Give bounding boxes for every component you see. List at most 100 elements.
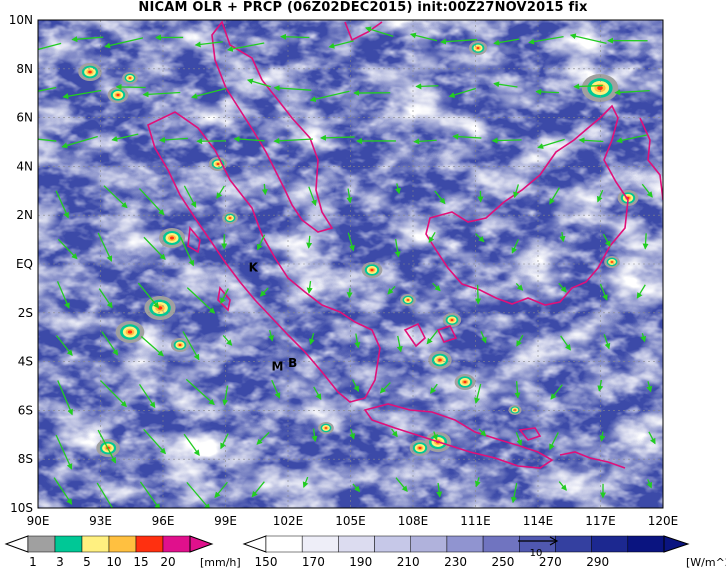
olr-colorbar: 150 170 190 210 230 250 270 290 [W/m^2] 10 bbox=[242, 535, 726, 569]
olr-colorbar-right-arrow bbox=[663, 535, 690, 553]
wind-vector bbox=[452, 133, 482, 140]
wind-vector bbox=[448, 87, 477, 98]
wind-vector bbox=[62, 89, 102, 100]
lat-label: 8N bbox=[16, 62, 33, 76]
wind-vector bbox=[194, 41, 223, 48]
wind-vector bbox=[214, 481, 228, 499]
olr-tick-label: 190 bbox=[349, 555, 372, 569]
wind-vector bbox=[302, 476, 309, 488]
wind-vector bbox=[549, 432, 559, 451]
wind-vector bbox=[183, 433, 200, 456]
wind-vector bbox=[98, 288, 113, 309]
lon-label: 99E bbox=[214, 514, 237, 528]
wind-vector bbox=[38, 138, 57, 142]
precip-tick-label: 1 bbox=[29, 555, 37, 569]
wind-vector bbox=[186, 287, 216, 314]
wind-vector bbox=[55, 335, 73, 357]
wind-vector bbox=[111, 133, 139, 142]
lat-label: 6S bbox=[18, 403, 33, 417]
precip-cell-core bbox=[324, 427, 328, 429]
wind-vector bbox=[614, 89, 650, 96]
wind-vector bbox=[57, 238, 78, 260]
wind-vector bbox=[395, 183, 401, 195]
precip-cell-core bbox=[463, 380, 467, 384]
wind-vector bbox=[511, 239, 519, 254]
lon-label: 102E bbox=[273, 514, 304, 528]
wind-vector bbox=[38, 86, 57, 92]
coastline-borneo bbox=[425, 104, 629, 306]
wind-vector bbox=[103, 185, 128, 209]
wind-vector bbox=[273, 85, 312, 92]
wind-vector bbox=[271, 379, 281, 399]
precip-cell-core bbox=[450, 318, 454, 322]
precip-tick-label: 3 bbox=[56, 555, 64, 569]
precip-cell-core bbox=[418, 446, 422, 450]
wind-vector bbox=[569, 33, 607, 44]
lat-label: 2S bbox=[18, 306, 33, 320]
wind-vector bbox=[516, 334, 524, 347]
precip-swatch bbox=[54, 535, 83, 553]
station-label: B bbox=[288, 356, 297, 370]
olr-tick-label: 170 bbox=[302, 555, 325, 569]
wind-vector bbox=[413, 138, 437, 145]
wind-vector bbox=[354, 333, 361, 349]
wind-vector bbox=[280, 33, 310, 40]
wind-vector bbox=[251, 481, 265, 498]
wind-vector bbox=[56, 281, 70, 309]
wind-vector bbox=[71, 36, 104, 43]
precip-cell-core bbox=[597, 85, 603, 91]
wind-vector bbox=[474, 383, 482, 404]
olr-tick-label: 210 bbox=[397, 555, 420, 569]
wind-vector bbox=[493, 38, 520, 46]
wind-vector bbox=[140, 336, 164, 357]
precip-cell-core bbox=[476, 46, 480, 50]
wind-vector bbox=[559, 231, 566, 243]
olr-unit: [W/m^2] bbox=[686, 556, 726, 569]
precip-swatch bbox=[81, 535, 110, 553]
wind-vector bbox=[599, 283, 608, 301]
wind-vector bbox=[474, 477, 481, 488]
wind-vector bbox=[180, 237, 195, 267]
wind-vector bbox=[159, 136, 188, 143]
wind-vector bbox=[493, 81, 518, 88]
wind-vector bbox=[409, 32, 438, 42]
wind-vector bbox=[616, 134, 648, 144]
wind-vector bbox=[387, 285, 396, 295]
station-label: M bbox=[272, 359, 284, 373]
precip-cell-core bbox=[370, 268, 374, 272]
lon-label: 96E bbox=[152, 514, 175, 528]
latitude-labels: 10N 8N 6N 4N 2N EQ 2S 4S 6S 8S 10S bbox=[9, 13, 33, 515]
wind-vector bbox=[415, 83, 439, 90]
wind-vector bbox=[648, 431, 656, 445]
wind-vector bbox=[55, 190, 69, 219]
wind-vector bbox=[186, 481, 211, 508]
wind-vector bbox=[257, 234, 266, 251]
wind-vector bbox=[364, 26, 394, 37]
wind-vector bbox=[311, 428, 318, 443]
coastline-small-isles bbox=[187, 226, 542, 441]
olr-tick-label: 270 bbox=[539, 555, 562, 569]
olr-tick-label: 230 bbox=[444, 555, 467, 569]
wind-vector bbox=[138, 384, 156, 409]
wind-vector bbox=[185, 378, 215, 406]
wind-vector bbox=[104, 37, 144, 49]
wind-reference-label: 10 bbox=[530, 548, 543, 559]
wind-vector bbox=[261, 183, 268, 196]
olr-tick-label: 150 bbox=[255, 555, 278, 569]
lat-label: 10S bbox=[10, 501, 33, 515]
precip-cell-core bbox=[128, 77, 132, 79]
wind-vector bbox=[143, 236, 166, 261]
precip-cell-core bbox=[88, 70, 92, 74]
wind-vector bbox=[439, 38, 478, 45]
wind-vector bbox=[137, 282, 160, 309]
wind-vector bbox=[395, 477, 408, 492]
wind-vector bbox=[430, 383, 438, 394]
precip-cell-core bbox=[438, 358, 442, 362]
wind-vector bbox=[256, 431, 270, 445]
wind-vector bbox=[347, 232, 355, 252]
lon-label: 120E bbox=[648, 514, 679, 528]
lat-label: 4N bbox=[16, 159, 33, 173]
lon-label: 108E bbox=[398, 514, 429, 528]
precip-cell-core bbox=[406, 299, 410, 301]
